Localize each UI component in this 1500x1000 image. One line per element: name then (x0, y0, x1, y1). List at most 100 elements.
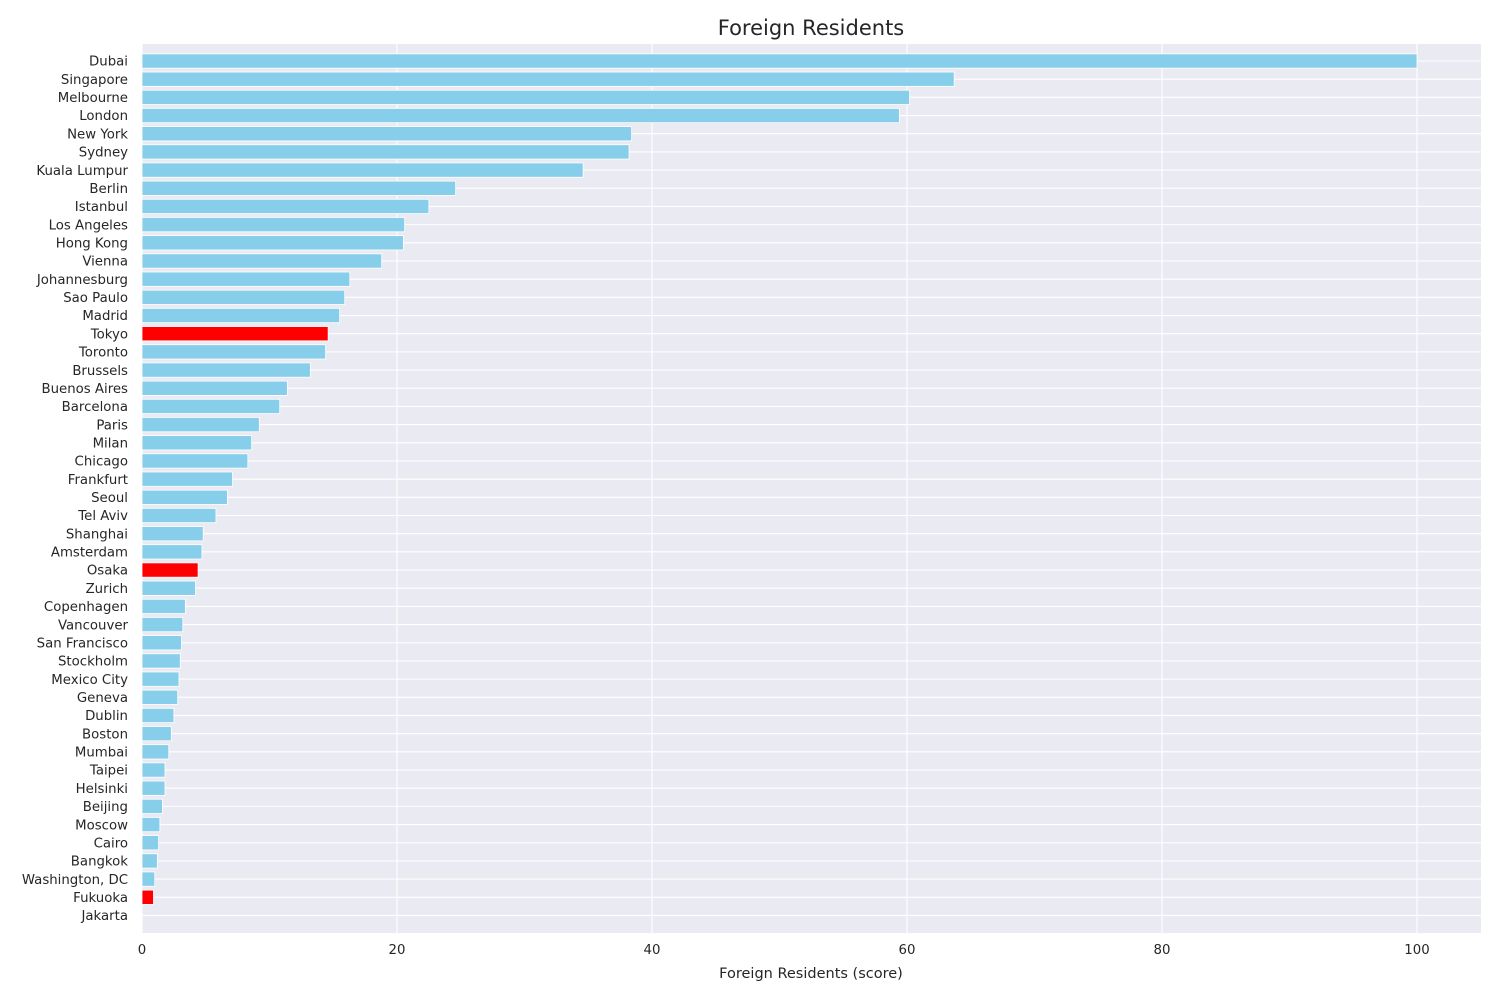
bar-new-york (141, 126, 633, 142)
x-tick-label: 20 (389, 943, 406, 958)
bar-los-angeles (141, 217, 406, 233)
category-label: Toronto (78, 346, 128, 361)
bar-singapore (141, 71, 955, 87)
category-label: Frankfurt (68, 473, 128, 488)
bar-amsterdam (141, 544, 203, 560)
bar-tokyo (141, 326, 329, 342)
category-label: Copenhagen (44, 600, 128, 615)
category-label: Brussels (72, 364, 128, 379)
bar-fukuoka (141, 889, 154, 905)
bar-buenos-aires (141, 380, 288, 396)
x-tick-label: 80 (1154, 943, 1171, 958)
category-label: Seoul (91, 491, 128, 506)
bar-johannesburg (141, 271, 351, 287)
bar-dublin (141, 707, 175, 724)
category-label: Stockholm (58, 655, 128, 670)
category-label: Milan (93, 436, 128, 451)
category-label: Dubai (89, 55, 128, 70)
bar-melbourne (141, 89, 910, 105)
category-label: Geneva (77, 691, 128, 706)
x-tick-label: 40 (644, 943, 661, 958)
bar-kuala-lumpur (141, 162, 584, 178)
category-label: Singapore (61, 73, 128, 88)
bar-london (141, 107, 900, 124)
bar-istanbul (141, 198, 430, 214)
bar-paris (141, 417, 260, 433)
category-label: Melbourne (58, 91, 128, 106)
bars (141, 53, 1418, 905)
category-label: Washington, DC (22, 873, 128, 888)
category-label: Sao Paulo (63, 291, 128, 306)
category-label: Johannesburg (36, 273, 128, 288)
category-label: Los Angeles (49, 218, 128, 233)
category-label: Zurich (86, 582, 128, 597)
category-label: Amsterdam (51, 546, 128, 561)
bar-mumbai (141, 744, 170, 760)
category-label: Jakarta (80, 909, 128, 924)
category-label: Mumbai (75, 746, 128, 761)
bar-washington-dc (141, 871, 156, 887)
bar-tel-aviv (141, 507, 217, 524)
category-label: Tel Aviv (77, 509, 128, 524)
category-label: Beijing (83, 800, 128, 815)
category-label: Sydney (79, 146, 128, 161)
category-label: Bangkok (71, 855, 128, 870)
bar-shanghai (141, 526, 204, 542)
bar-vancouver (141, 617, 184, 633)
bar-sydney (141, 144, 630, 160)
chart-title: Foreign Residents (718, 16, 905, 40)
bar-beijing (141, 798, 163, 814)
bar-barcelona (141, 398, 281, 414)
bar-helsinki (141, 780, 166, 796)
category-label: Shanghai (66, 527, 128, 542)
category-label: Kuala Lumpur (36, 164, 128, 179)
bar-madrid (141, 307, 341, 324)
category-label: Madrid (82, 309, 128, 324)
bar-berlin (141, 180, 457, 196)
bar-san-francisco (141, 635, 182, 651)
bar-mexico-city (141, 671, 180, 687)
bar-taipei (141, 762, 166, 778)
category-label: Tokyo (90, 327, 128, 342)
category-label: Chicago (75, 455, 128, 470)
bar-boston (141, 726, 172, 742)
bar-dubai (141, 53, 1418, 69)
x-axis-ticks: 0 20 40 60 80 100 (138, 943, 1430, 958)
bar-toronto (141, 344, 327, 360)
x-tick-label: 100 (1404, 943, 1429, 958)
bar-osaka (141, 562, 199, 578)
bar-geneva (141, 689, 179, 705)
bar-seoul (141, 489, 228, 505)
category-label: London (79, 109, 128, 124)
bar-copenhagen (141, 598, 186, 614)
category-label: Vienna (82, 255, 128, 270)
category-label: Dublin (85, 709, 128, 724)
bar-bangkok (141, 853, 158, 869)
bar-moscow (141, 817, 161, 833)
category-label: Cairo (94, 836, 128, 851)
bar-sao-paulo (141, 289, 346, 305)
category-label: San Francisco (37, 636, 128, 651)
bar-vienna (141, 253, 383, 269)
bar-frankfurt (141, 471, 233, 487)
category-label: Paris (96, 418, 128, 433)
x-tick-label: 60 (899, 943, 916, 958)
category-labels: Dubai Singapore Melbourne London New York Syd… (22, 55, 129, 924)
category-label: Istanbul (75, 200, 128, 215)
category-label: New York (67, 127, 128, 142)
x-axis-label: Foreign Residents (score) (719, 966, 903, 982)
bar-brussels (141, 362, 311, 378)
x-tick-label: 0 (138, 943, 146, 958)
bar-chicago (141, 453, 249, 469)
category-label: Helsinki (76, 782, 128, 797)
category-label: Barcelona (62, 400, 128, 415)
category-label: Boston (82, 727, 128, 742)
category-label: Vancouver (58, 618, 129, 633)
bar-cairo (141, 835, 159, 851)
bar-milan (141, 435, 253, 451)
category-label: Fukuoka (73, 891, 128, 906)
category-label: Hong Kong (56, 237, 128, 252)
category-label: Mexico City (51, 673, 128, 688)
category-label: Osaka (87, 564, 128, 579)
